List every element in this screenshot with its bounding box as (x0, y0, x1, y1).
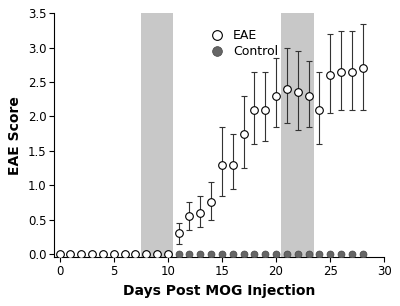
Legend: EAE, Control: EAE, Control (199, 24, 283, 63)
X-axis label: Days Post MOG Injection: Days Post MOG Injection (123, 284, 316, 298)
Bar (141, 13, 173, 257)
Y-axis label: EAE Score: EAE Score (8, 96, 22, 175)
Bar (282, 13, 314, 257)
